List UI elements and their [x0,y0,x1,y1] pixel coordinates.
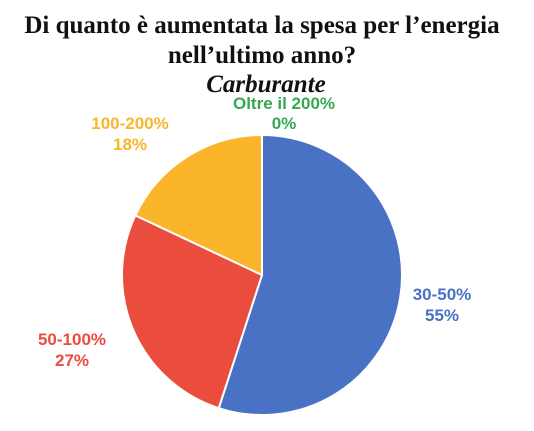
chart-subtitle: Carburante [206,71,325,98]
slice-label-oltre-200: Oltre il 200% [233,94,335,113]
slice-label-50-100: 50-100% [38,330,106,349]
slice-30-50 [217,133,403,416]
slice-50-100 [121,214,264,410]
slice-label-30-50: 30-50% [413,285,472,304]
pie-slices [121,133,403,416]
slice-value-oltre-200: 0% [272,114,297,133]
slice-value-30-50: 55% [425,306,459,325]
slice-100-200 [133,133,263,277]
slice-value-100-200: 18% [113,135,147,154]
chart-title-line-1: Di quanto è aumentata la spesa per l’ene… [24,12,500,39]
chart-title-line-2: nell’ultimo anno? [168,42,356,69]
slice-value-50-100: 27% [55,351,89,370]
slice-label-100-200: 100-200% [91,114,169,133]
